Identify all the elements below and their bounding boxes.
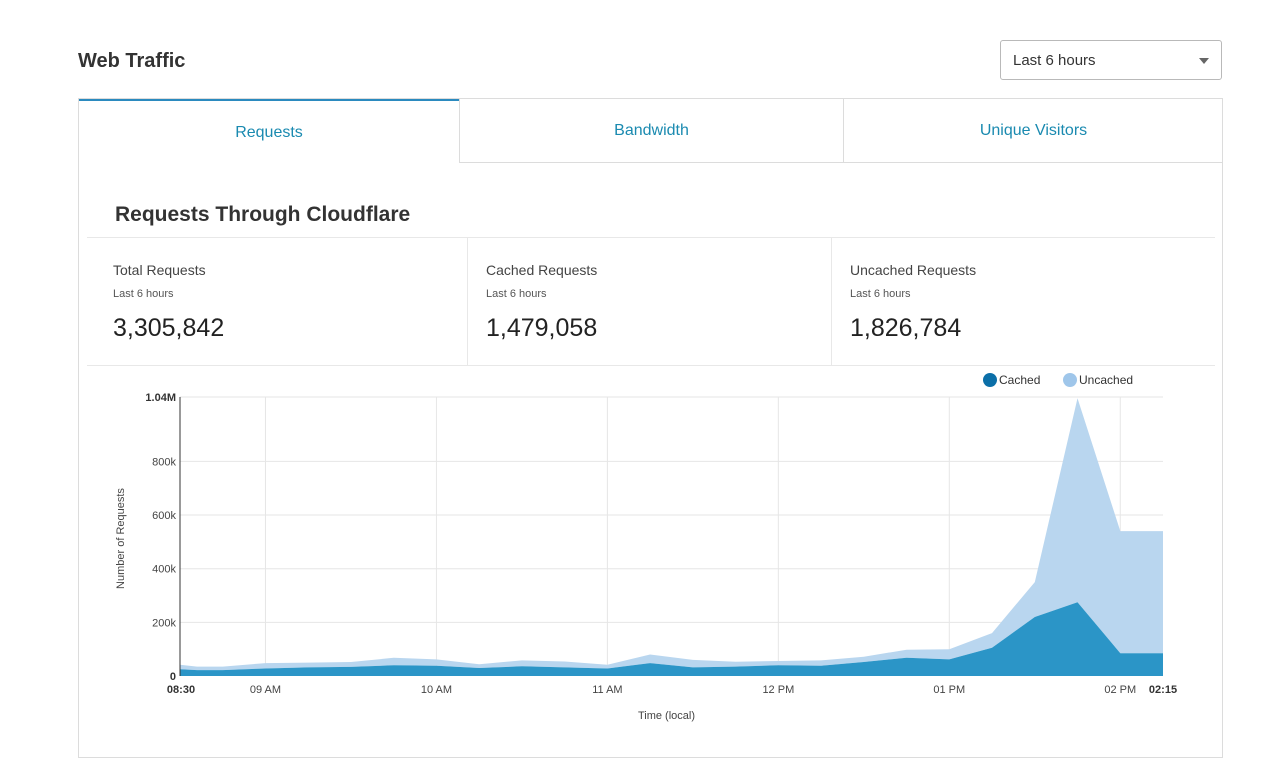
series-area-cached [180,602,1163,676]
x-tick-label: 02:15 [1149,684,1177,696]
time-range-value: Last 6 hours [1013,52,1096,69]
x-tick-label: 02 PM [1104,684,1136,696]
y-tick-label: 200k [152,617,176,629]
stat-value: 3,305,842 [113,314,225,342]
stat-period: Last 6 hours [113,288,174,300]
stat-label: Total Requests [113,262,206,278]
series-area-uncached [180,398,1163,671]
legend-swatch-uncached[interactable] [1063,373,1077,387]
stat-period: Last 6 hours [850,288,911,300]
time-range-select[interactable]: Last 6 hours [1000,40,1222,80]
stat-period: Last 6 hours [486,288,547,300]
x-tick-label: 09 AM [250,684,281,696]
stat-cached-requests: Cached Requests Last 6 hours 1,479,058 [467,238,831,365]
stat-value: 1,826,784 [850,314,962,342]
tab-unique-visitors[interactable]: Unique Visitors [843,99,1223,163]
legend-label-cached[interactable]: Cached [999,373,1040,387]
y-tick-label: 400k [152,564,176,576]
stat-total-requests: Total Requests Last 6 hours 3,305,842 [87,238,467,365]
x-tick-label: 10 AM [421,684,452,696]
y-tick-label: 600k [152,510,176,522]
x-tick-label: 08:30 [167,684,195,696]
x-axis-title: Time (local) [638,710,695,722]
traffic-card: Requests Bandwidth Unique Visitors Reque… [78,98,1223,758]
page-title: Web Traffic [78,50,186,72]
chevron-down-icon [1199,58,1209,64]
stat-uncached-requests: Uncached Requests Last 6 hours 1,826,784 [831,238,1215,365]
legend-label-uncached[interactable]: Uncached [1079,373,1133,387]
y-tick-label: 0 [170,671,176,683]
y-tick-label: 800k [152,456,176,468]
x-tick-label: 01 PM [933,684,965,696]
tab-bar: Requests Bandwidth Unique Visitors [79,99,1224,163]
legend-swatch-cached[interactable] [983,373,997,387]
x-tick-label: 11 AM [592,684,622,696]
stats-row: Total Requests Last 6 hours 3,305,842 Ca… [87,237,1215,366]
tab-requests[interactable]: Requests [79,99,459,163]
y-axis-title: Number of Requests [115,488,127,589]
stat-label: Cached Requests [486,262,598,278]
stat-value: 1,479,058 [486,314,598,342]
section-title: Requests Through Cloudflare [115,203,411,226]
y-tick-label: 1.04M [145,392,176,404]
stat-label: Uncached Requests [850,262,977,278]
x-tick-label: 12 PM [762,684,794,696]
tab-bandwidth[interactable]: Bandwidth [459,99,843,163]
